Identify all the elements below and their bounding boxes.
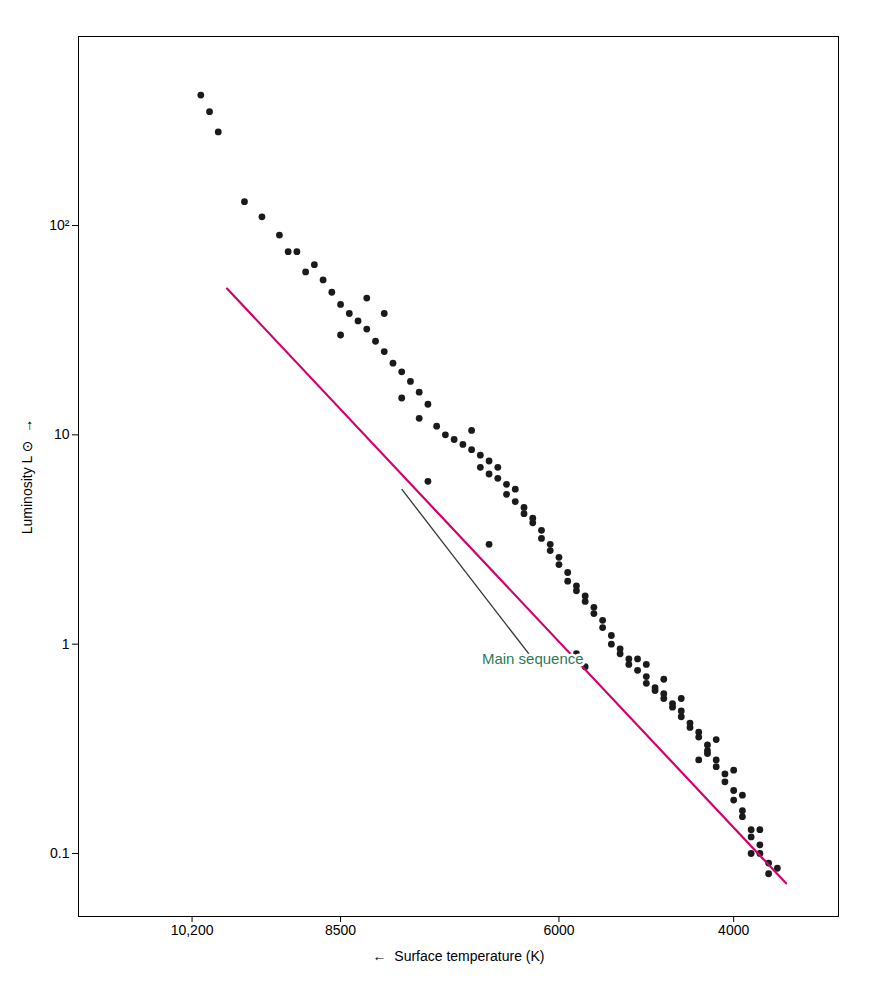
svg-text:Main sequence: Main sequence (482, 650, 584, 667)
svg-text:8500: 8500 (325, 922, 356, 938)
svg-text:← Surface temperature (K): ← Surface temperature (K) (373, 948, 545, 964)
svg-text:10: 10 (54, 426, 70, 442)
svg-text:6000: 6000 (543, 922, 574, 938)
svg-text:0.1: 0.1 (50, 845, 70, 861)
svg-text:1: 1 (62, 636, 70, 652)
svg-text:10²: 10² (49, 217, 70, 233)
svg-text:Luminosity L ⊙ →: Luminosity L ⊙ → (19, 419, 35, 534)
svg-text:4000: 4000 (718, 922, 749, 938)
svg-text:10,200: 10,200 (171, 922, 214, 938)
